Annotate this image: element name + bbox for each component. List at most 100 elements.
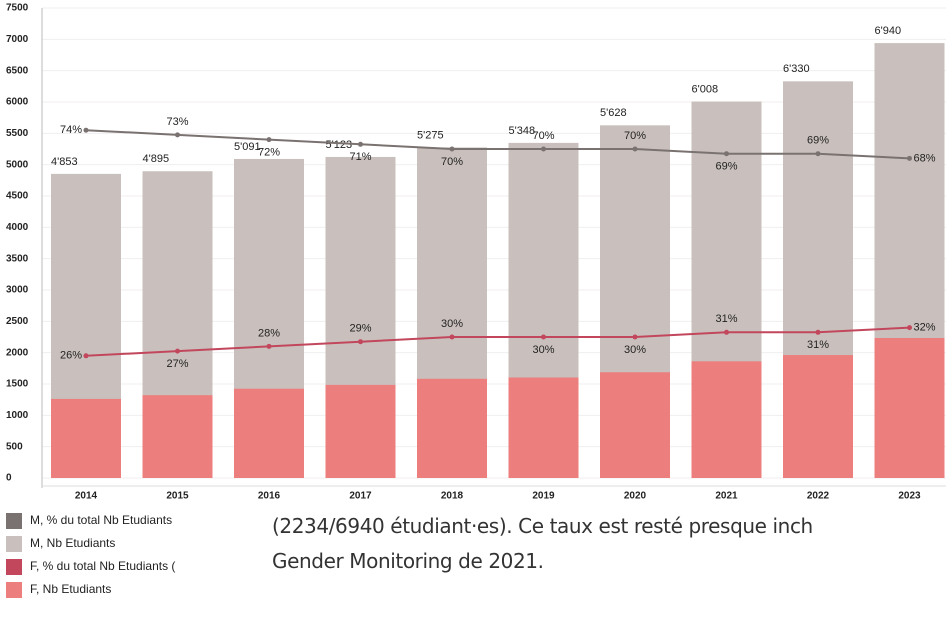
y-tick-label: 1500 — [6, 379, 29, 390]
y-tick-label: 2000 — [6, 347, 29, 358]
line-point — [358, 339, 363, 345]
bar — [234, 388, 304, 478]
legend-swatch — [6, 513, 22, 529]
line — [85, 326, 910, 357]
bar-label: 4'895 — [143, 153, 170, 165]
line-label: 31% — [715, 313, 737, 325]
line-label: 30% — [624, 344, 646, 356]
x-tick-label: 2015 — [166, 491, 189, 502]
line-label: 68% — [914, 152, 936, 164]
line — [85, 129, 910, 160]
line-point — [449, 146, 455, 152]
y-tick-label: 5000 — [6, 159, 29, 170]
line-label: 70% — [624, 130, 646, 142]
line-point — [815, 151, 821, 157]
line-point — [175, 132, 180, 138]
y-tick-label: 6500 — [6, 65, 29, 76]
y-tick-label: 1000 — [6, 410, 29, 421]
line-point — [266, 137, 272, 143]
line-label: 74% — [60, 124, 82, 136]
line-point — [83, 353, 89, 359]
y-tick-label: 4500 — [6, 191, 29, 202]
bar-label: 5'628 — [600, 107, 627, 119]
x-tick-label: 2019 — [532, 491, 555, 502]
line-point — [541, 146, 546, 152]
line-point — [632, 334, 638, 340]
bar-label: 5'275 — [417, 129, 444, 141]
y-tick-label: 0 — [6, 473, 12, 484]
legend-swatch — [6, 582, 22, 598]
line-point — [449, 334, 455, 340]
legend-label: M, % du total Nb Etudiants — [30, 513, 172, 527]
line-label: 70% — [441, 156, 463, 168]
line-label: 26% — [60, 350, 82, 362]
line-label: 32% — [914, 322, 936, 334]
legend-swatch — [6, 559, 22, 575]
bar — [142, 395, 213, 478]
legend-clip — [263, 505, 271, 624]
line-label: 27% — [166, 358, 188, 370]
bar-label: 6'330 — [783, 63, 810, 75]
line-point — [907, 155, 912, 161]
y-tick-label: 4000 — [6, 222, 29, 233]
x-tick-label: 2023 — [898, 491, 921, 502]
legend-label: F, Nb Etudiants — [30, 582, 111, 596]
x-tick-label: 2014 — [75, 491, 98, 502]
line-point — [266, 343, 272, 349]
bar-label: 4'853 — [51, 156, 78, 168]
line-label: 30% — [441, 318, 463, 330]
legend-swatch — [6, 536, 22, 552]
line-label: 29% — [349, 323, 371, 335]
bar — [417, 378, 487, 478]
line-label: 72% — [258, 147, 280, 159]
bar — [600, 372, 670, 478]
y-tick-label: 500 — [6, 441, 23, 452]
bar-label: 5'123 — [326, 139, 353, 151]
line-point — [724, 151, 729, 157]
bar — [325, 384, 396, 478]
line-label: 69% — [807, 135, 829, 147]
line-point — [83, 127, 89, 133]
line-point — [907, 325, 912, 331]
x-tick-label: 2022 — [807, 491, 830, 502]
x-tick-label: 2021 — [715, 491, 738, 502]
body-line: (2234/6940 étudiant·es). Ce taux est res… — [272, 514, 813, 538]
y-tick-label: 2500 — [6, 316, 29, 327]
body-line: Gender Monitoring de 2021. — [272, 549, 544, 573]
line-point — [541, 334, 546, 340]
line-label: 70% — [532, 130, 554, 142]
y-tick-label: 7000 — [6, 34, 29, 45]
y-tick-label: 5500 — [6, 128, 29, 139]
x-tick-label: 2017 — [349, 491, 372, 502]
legend-label: M, Nb Etudiants — [30, 536, 115, 550]
line-label: 73% — [166, 116, 188, 128]
line-point — [632, 146, 638, 152]
line-label: 69% — [715, 161, 737, 173]
y-tick-label: 3500 — [6, 253, 29, 264]
line-point — [175, 348, 180, 354]
bar-label: 6'940 — [875, 25, 902, 37]
line-label: 30% — [532, 344, 554, 356]
y-tick-label: 7500 — [6, 3, 29, 14]
line-label: 31% — [807, 339, 829, 351]
y-tick-label: 3000 — [6, 285, 29, 296]
bar — [691, 361, 762, 478]
bar-label: 5'091 — [234, 141, 261, 153]
line-point — [724, 329, 729, 335]
x-tick-label: 2020 — [624, 491, 647, 502]
x-tick-label: 2016 — [258, 491, 281, 502]
legend-label: F, % du total Nb Etudiants ( — [30, 559, 175, 573]
line-point — [815, 329, 821, 335]
y-tick-label: 6000 — [6, 97, 29, 108]
bar — [874, 338, 945, 478]
bar — [51, 398, 121, 478]
line-label: 28% — [258, 327, 280, 339]
bar-label: 5'348 — [509, 125, 536, 137]
x-tick-label: 2018 — [441, 491, 464, 502]
line-point — [358, 141, 363, 147]
bar — [508, 377, 579, 478]
line-label: 71% — [349, 151, 371, 163]
bar — [783, 355, 853, 478]
